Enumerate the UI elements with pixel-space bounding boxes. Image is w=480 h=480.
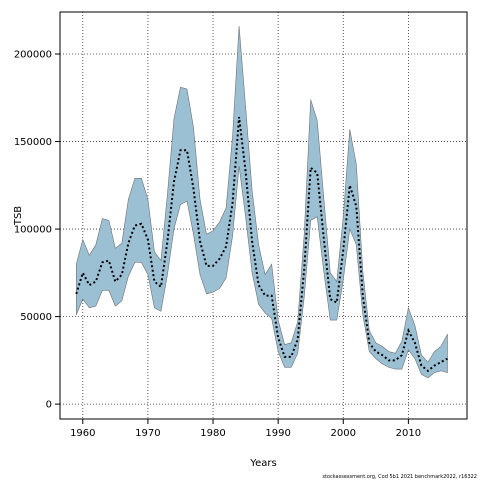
plot-frame xyxy=(59,11,468,420)
x-tick-label: 2000 xyxy=(331,428,356,439)
x-axis-ticks: 1960 1970 1980 1990 2000 2010 xyxy=(70,419,421,439)
x-tick-label: 1970 xyxy=(135,428,160,439)
confidence-band xyxy=(75,25,448,379)
estimate-series-line xyxy=(75,116,448,373)
x-tick-label: 1980 xyxy=(200,428,225,439)
confidence-band-area xyxy=(75,25,448,379)
x-tick-label: 1990 xyxy=(265,428,290,439)
y-tick-label: 100000 xyxy=(14,225,52,236)
y-tick-label: 0 xyxy=(46,400,52,411)
x-axis-title: Years xyxy=(249,458,276,469)
source-credit: stockassessment.org, Cod 5b1 2021 benchm… xyxy=(322,474,477,480)
y-tick-label: 200000 xyxy=(14,50,52,61)
x-tick-label: 1960 xyxy=(70,428,95,439)
estimate-line xyxy=(75,116,448,373)
y-tick-label: 50000 xyxy=(20,312,52,323)
y-axis-ticks: 0 50000 100000 150000 200000 xyxy=(14,50,60,411)
y-tick-label: 150000 xyxy=(14,137,52,148)
y-axis-title: TSB xyxy=(13,206,24,226)
x-tick-label: 2010 xyxy=(396,428,421,439)
